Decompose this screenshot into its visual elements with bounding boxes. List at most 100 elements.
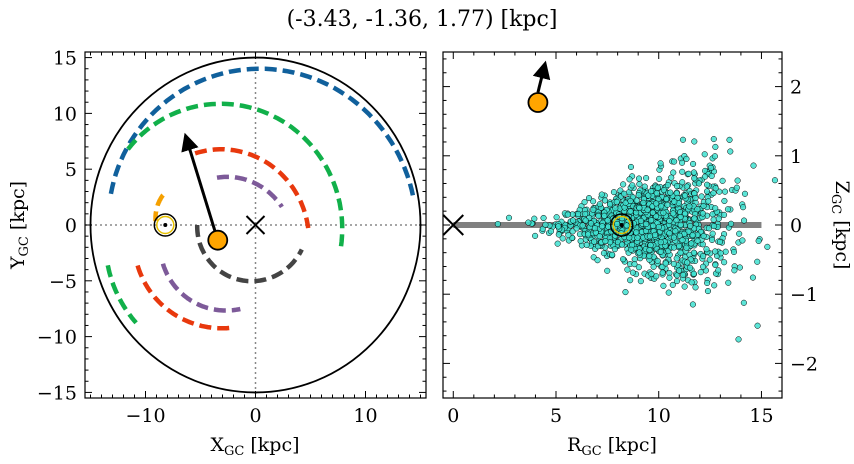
spiral-arm-2 bbox=[105, 264, 138, 325]
left-x-tick-label: 10 bbox=[353, 405, 377, 427]
left-y-tick-label: 5 bbox=[65, 159, 77, 181]
right-object-marker bbox=[527, 92, 549, 113]
star-point bbox=[660, 187, 667, 194]
star-point bbox=[725, 279, 732, 286]
right-tick-marks bbox=[443, 52, 783, 398]
star-point bbox=[621, 190, 628, 197]
left-x-tick-labels: −10 0 10 bbox=[125, 405, 377, 427]
star-point bbox=[715, 267, 722, 274]
star-point bbox=[564, 211, 571, 218]
star-point bbox=[540, 214, 547, 222]
spiral-arm-5 bbox=[216, 174, 284, 209]
star-point bbox=[700, 253, 707, 260]
left-x-tick-label: −10 bbox=[125, 405, 165, 427]
star-point bbox=[660, 282, 667, 289]
star-point bbox=[670, 260, 677, 267]
star-point bbox=[636, 181, 643, 188]
star-point bbox=[691, 138, 698, 145]
star-point bbox=[591, 238, 598, 245]
star-point bbox=[721, 259, 728, 266]
right-y-tick-label: 1 bbox=[790, 146, 802, 168]
left-y-label-sub: GC bbox=[17, 236, 32, 256]
star-point bbox=[700, 263, 707, 270]
star-point bbox=[733, 184, 740, 191]
star-point bbox=[601, 212, 608, 219]
star-point bbox=[676, 242, 683, 250]
star-point bbox=[712, 261, 719, 269]
star-point bbox=[585, 231, 592, 238]
right-y-tick-label: −1 bbox=[790, 284, 818, 306]
star-point bbox=[627, 277, 634, 284]
star-point bbox=[668, 174, 675, 181]
star-point bbox=[741, 190, 749, 197]
star-point bbox=[646, 252, 653, 260]
left-x-label-main: X bbox=[210, 434, 224, 456]
star-point bbox=[590, 198, 597, 205]
star-point bbox=[627, 197, 634, 205]
star-point bbox=[710, 136, 717, 143]
star-point bbox=[664, 201, 671, 208]
star-point bbox=[553, 214, 560, 221]
right-x-tick-label: 15 bbox=[749, 405, 773, 427]
star-point bbox=[635, 175, 643, 182]
star-point bbox=[670, 169, 677, 176]
left-x-axis-label: XGC [kpc] bbox=[210, 434, 299, 459]
star-point bbox=[631, 261, 638, 268]
star-point bbox=[637, 217, 644, 224]
star-point bbox=[573, 225, 580, 232]
star-point bbox=[685, 170, 692, 177]
star-point bbox=[554, 240, 561, 247]
star-point bbox=[697, 269, 704, 276]
star-point bbox=[579, 222, 586, 229]
star-point bbox=[670, 234, 678, 241]
star-point bbox=[648, 188, 655, 195]
star-point bbox=[618, 241, 626, 248]
star-point bbox=[741, 217, 748, 224]
star-point bbox=[739, 237, 746, 244]
star-point bbox=[688, 240, 695, 247]
right-y-axis-label: ZGC [kpc] bbox=[828, 181, 853, 270]
star-point bbox=[622, 289, 629, 296]
star-point bbox=[694, 206, 701, 213]
spiral-arm-0 bbox=[108, 66, 416, 198]
star-point bbox=[602, 238, 609, 245]
star-point bbox=[656, 175, 663, 182]
star-point bbox=[704, 181, 711, 188]
star-point bbox=[635, 264, 642, 271]
star-point bbox=[667, 189, 674, 196]
sun-marker-center bbox=[163, 223, 168, 227]
right-x-tick-label: 0 bbox=[447, 405, 459, 427]
right-galactic-center-marker bbox=[443, 214, 464, 236]
star-point bbox=[670, 210, 677, 217]
star-point bbox=[679, 179, 686, 186]
star-point bbox=[624, 266, 631, 273]
star-point bbox=[681, 283, 688, 290]
star-point bbox=[673, 217, 680, 224]
star-point bbox=[679, 168, 686, 175]
star-point bbox=[689, 232, 696, 239]
right-y-tick-labels: −2 −1 0 1 2 bbox=[790, 77, 818, 376]
star-point bbox=[627, 163, 635, 171]
star-point bbox=[704, 288, 711, 295]
star-point bbox=[581, 199, 588, 206]
right-y-tick-label: −2 bbox=[790, 353, 818, 375]
left-x-label-sub: GC bbox=[224, 444, 244, 459]
star-point bbox=[606, 201, 614, 208]
star-point bbox=[646, 247, 653, 254]
star-point bbox=[771, 177, 778, 184]
right-x-label-unit: [kpc] bbox=[602, 434, 657, 456]
star-point bbox=[542, 221, 549, 228]
star-point bbox=[652, 231, 659, 238]
star-point bbox=[680, 271, 687, 279]
star-point bbox=[711, 282, 718, 289]
star-point bbox=[716, 238, 723, 245]
star-point bbox=[623, 222, 630, 229]
star-point bbox=[628, 246, 635, 253]
left-y-tick-label: 15 bbox=[53, 48, 77, 70]
star-point bbox=[690, 249, 697, 256]
star-point bbox=[646, 233, 654, 240]
star-point bbox=[583, 241, 590, 249]
right-y-label-sub: GC bbox=[828, 194, 843, 214]
